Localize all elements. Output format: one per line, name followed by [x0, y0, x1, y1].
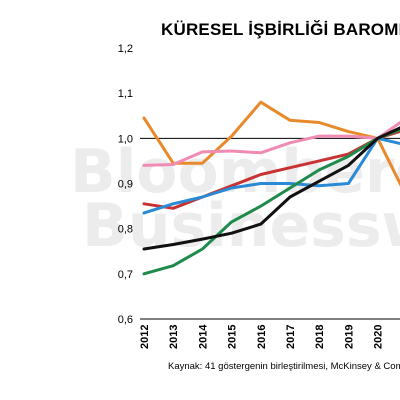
x-tick-label: 2018 [314, 325, 326, 349]
x-tick-label: 2012 [139, 325, 151, 349]
series-line-2 [142, 120, 400, 167]
y-tick-label: 0,7 [118, 269, 133, 281]
source-note: Kaynak: 41 göstergenin birleştirilmesi, … [168, 361, 400, 372]
watermark: Bloomberg Businessweek [70, 137, 400, 261]
y-tick-label: 1,1 [118, 88, 133, 100]
y-tick-label: 1,2 [118, 43, 133, 55]
x-tick-label: 2019 [343, 325, 355, 349]
series-layer [142, 100, 400, 276]
x-tick-label: 2014 [197, 324, 209, 349]
chart-title: KÜRESEL İŞBİRLİĞİ BAROMETRESİ [161, 20, 400, 39]
watermark-line-2: Businessweek [82, 191, 400, 261]
y-tick-label: 0,6 [118, 314, 133, 326]
x-axis: 2012201320142015201620172018201920202021… [139, 318, 400, 349]
y-tick-label: 0,9 [118, 179, 133, 191]
x-tick-label: 2020 [373, 325, 385, 349]
y-axis: 0,6 0,7 0,8 0,9 1,0 1,1 1,2 [118, 43, 133, 326]
x-tick-label: 2015 [227, 325, 239, 349]
y-tick-label: 0,8 [118, 224, 133, 236]
series-line-6 [142, 126, 400, 251]
x-tick-label: 2017 [285, 325, 297, 349]
watermark-line-1: Bloomberg [70, 137, 400, 207]
y-tick-label: 1,0 [118, 133, 133, 145]
series-line-1 [142, 100, 400, 187]
x-tick-label: 2016 [256, 325, 268, 349]
series-line-4 [142, 136, 400, 215]
x-tick-label: 2013 [168, 325, 180, 349]
